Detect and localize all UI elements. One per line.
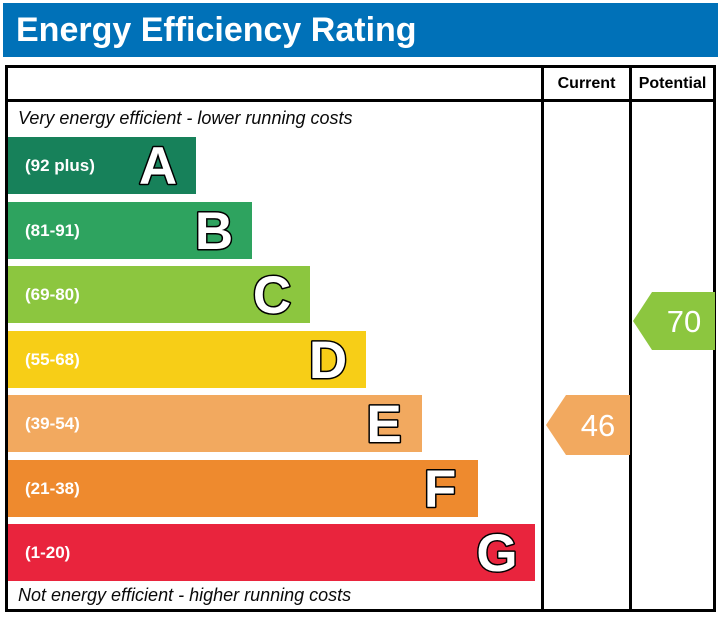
- band-g-letter: G: [475, 524, 519, 581]
- svg-text:G: G: [476, 524, 517, 581]
- svg-text:F: F: [424, 460, 456, 517]
- potential-rating-arrow: 70: [633, 292, 715, 350]
- band-a: (92 plus) A: [8, 137, 196, 194]
- band-f-letter: F: [422, 460, 457, 517]
- potential-rating-value: 70: [667, 304, 701, 339]
- top-note: Very energy efficient - lower running co…: [18, 108, 353, 128]
- band-g: (1-20) G: [8, 524, 535, 581]
- band-e-letter: E: [365, 395, 403, 452]
- chart-title: Energy Efficiency Rating: [16, 11, 417, 49]
- band-e: (39-54) E: [8, 395, 422, 452]
- band-d-range-label: (55-68): [25, 349, 80, 369]
- bottom-note: Not energy efficient - higher running co…: [18, 585, 352, 605]
- band-d: (55-68) D: [8, 331, 366, 388]
- current-rating-arrow: 46: [546, 395, 630, 455]
- current-column-divider: [541, 65, 544, 612]
- header-row-divider: [5, 99, 716, 102]
- svg-text:C: C: [253, 266, 291, 323]
- chart-title-banner: Energy Efficiency Rating: [3, 3, 718, 57]
- svg-text:D: D: [309, 331, 347, 388]
- svg-text:B: B: [195, 202, 233, 259]
- band-d-letter: D: [307, 331, 348, 388]
- band-g-range-label: (1-20): [25, 542, 71, 562]
- band-a-range-label: (92 plus): [25, 155, 95, 175]
- band-c: (69-80) C: [8, 266, 310, 323]
- current-rating-value: 46: [581, 408, 615, 443]
- band-a-letter: A: [137, 137, 178, 194]
- band-f: (21-38) F: [8, 460, 478, 517]
- current-column-header: Current: [557, 74, 616, 92]
- band-c-range-label: (69-80): [25, 284, 80, 304]
- band-c-letter: C: [251, 266, 292, 323]
- band-b-range-label: (81-91): [25, 220, 80, 240]
- band-e-range-label: (39-54): [25, 413, 80, 433]
- band-f-range-label: (21-38): [25, 478, 80, 498]
- left-arrow-shape: [546, 395, 630, 455]
- band-b-letter: B: [193, 202, 234, 259]
- svg-text:E: E: [366, 395, 401, 452]
- band-b: (81-91) B: [8, 202, 252, 259]
- svg-text:A: A: [139, 137, 177, 194]
- left-arrow-shape: [633, 292, 715, 350]
- potential-column-header: Potential: [638, 74, 707, 92]
- potential-column-divider: [629, 65, 632, 612]
